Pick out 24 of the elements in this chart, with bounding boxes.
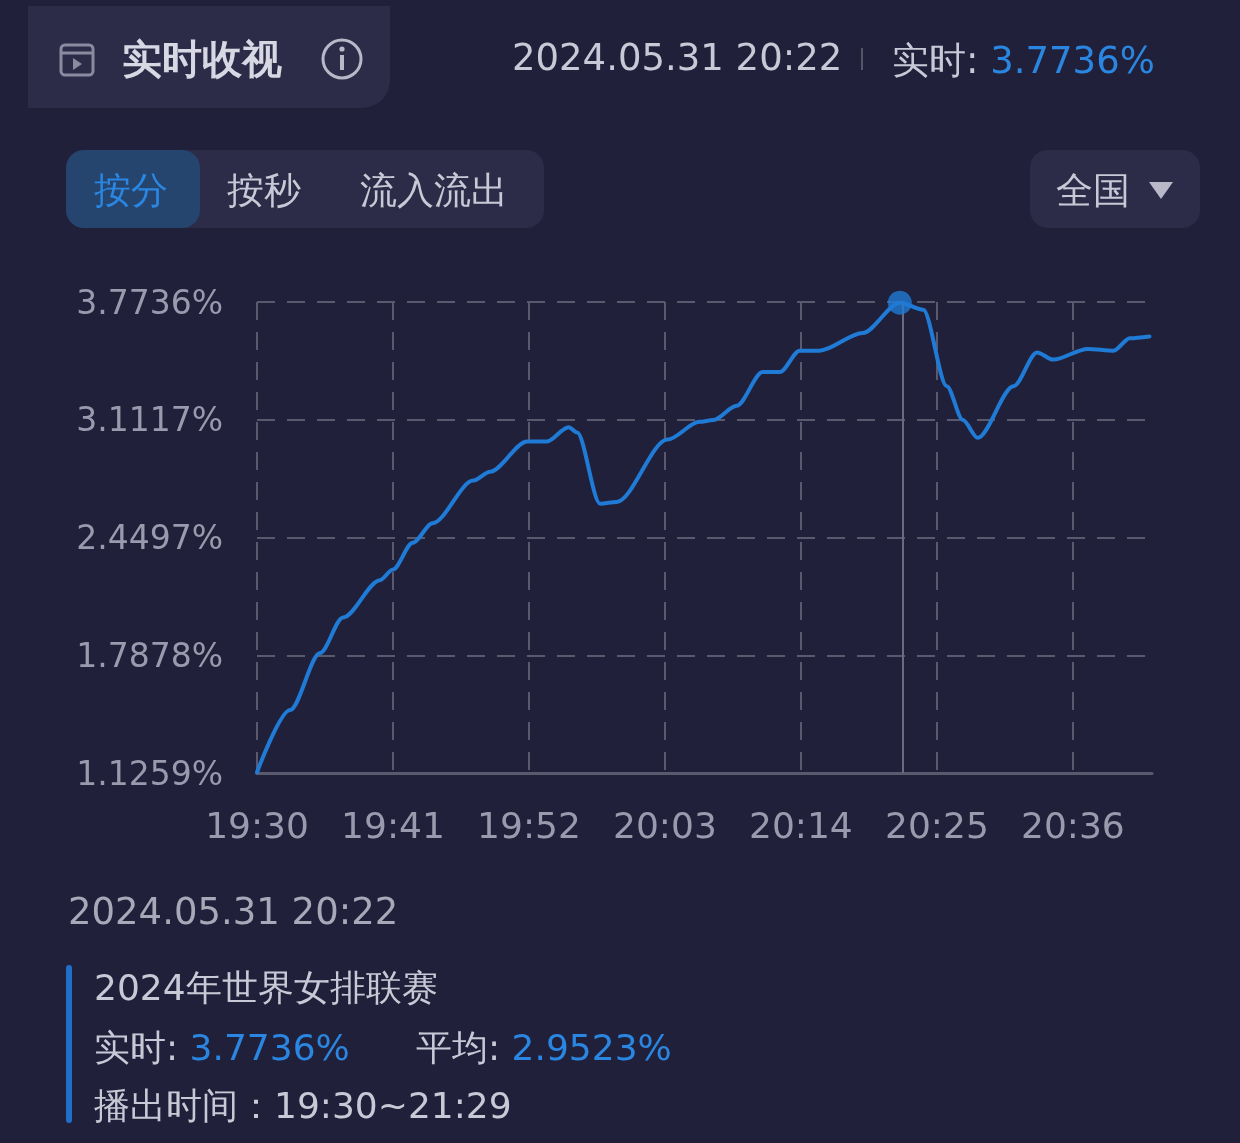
text: 实时: 3.7736% [892,38,1155,84]
text: 按分 [94,168,168,214]
y-tick-label: 3.1117% [76,400,223,440]
text: 按秒 [227,168,301,214]
text: 2024.05.31 20:22 [512,36,843,79]
x-tick-label: 20:14 [749,804,853,846]
chart-title: 实时收视 [122,35,282,84]
x-tick-label: 20:25 [885,804,989,846]
text: 全国 [1056,168,1130,214]
text: 实时: 3.7736% [94,1026,350,1070]
y-tick-label: 1.1259% [76,753,223,793]
y-tick-label: 1.7878% [76,635,223,675]
y-tick-label: 3.7736% [76,282,223,322]
x-tick-label: 19:30 [205,804,309,846]
text: 2024年世界女排联赛 [94,966,438,1010]
text: 流入流出 [360,168,508,214]
x-tick-label: 20:03 [613,804,717,846]
text: 2024.05.31 20:22 [68,890,399,933]
x-tick-label: 19:41 [341,804,445,846]
x-tick-label: 20:36 [1020,804,1125,846]
x-tick-label: 19:52 [477,804,581,846]
y-tick-label: 2.4497% [76,518,223,558]
text: 平均: 2.9523% [416,1026,672,1070]
text: 播出时间：19:30~21:29 [94,1084,512,1128]
